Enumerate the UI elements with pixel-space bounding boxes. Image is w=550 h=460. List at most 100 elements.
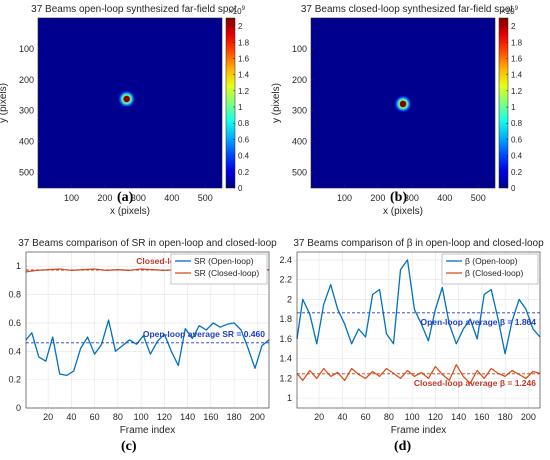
line-chart-3-ytick-label: 1.4 <box>279 354 292 364</box>
line-chart-2-legend <box>170 253 268 285</box>
heatmap-0-colorbar-label: 0 <box>238 184 243 193</box>
line-chart-2-ytick-label: 1 <box>16 261 21 271</box>
heatmap-1-colorbar-label: 1.2 <box>511 87 523 96</box>
heatmap-1-colorbar-label: 2 <box>511 22 516 31</box>
line-chart-3-xlabel: Frame index <box>391 425 447 436</box>
heatmap-1-ylabel: y (pixels) <box>271 83 282 123</box>
heatmap-1-colorbar-frame <box>498 17 509 189</box>
line-chart-3-xtick-label: 180 <box>498 412 513 422</box>
heatmap-1-ytick-label: 300 <box>292 106 307 116</box>
line-chart-2-ytick-label: 0.8 <box>8 290 21 300</box>
line-chart-2-xtick-label: 20 <box>43 412 53 422</box>
heatmap-0-colorbar-label: 1.4 <box>238 71 250 80</box>
line-chart-3-ytick-label: 1.6 <box>279 334 292 344</box>
line-chart-3-xtick-label: 120 <box>428 412 443 422</box>
line-chart-3-xtick-label: 200 <box>521 412 536 422</box>
line-chart-3-legend-label-0: β (Open-loop) <box>465 256 518 266</box>
line-chart-3-xtick-label: 60 <box>361 412 371 422</box>
line-chart-2-ytick-label: 0.2 <box>8 375 21 385</box>
heatmap-0-colorbar-label: 2 <box>238 22 243 31</box>
heatmap-0-ytick-label: 200 <box>19 75 34 85</box>
heatmap-0-colorbar-label: 0.4 <box>238 152 250 161</box>
heatmap-1-xtick-label: 500 <box>471 193 486 203</box>
heatmap-1-ytick-label: 100 <box>292 44 307 54</box>
line-chart-3-xtick-label: 40 <box>337 412 347 422</box>
heatmap-0-colorbar-label: 0.6 <box>238 135 250 144</box>
heatmap-1-colorbar-label: 0.2 <box>511 168 523 177</box>
line-chart-2-xtick-label: 120 <box>157 412 172 422</box>
line-chart-2-xtick-label: 140 <box>180 412 195 422</box>
line-chart-3-series-0 <box>296 259 541 355</box>
heatmap-0-colorbar-label: 1.2 <box>238 87 250 96</box>
line-chart-3-ytick-label: 2.4 <box>279 255 292 265</box>
line-chart-2-series-0 <box>25 319 270 377</box>
heatmap-0-title: 37 Beams open-loop synthesized far-field… <box>31 4 237 15</box>
line-chart-3-xtick-label: 160 <box>474 412 489 422</box>
line-chart-2-xtick-label: 40 <box>66 412 76 422</box>
line-chart-3-xtick-label: 140 <box>451 412 466 422</box>
line-chart-2-xtick-label: 200 <box>250 412 265 422</box>
heatmap-1-spot-peak <box>399 100 407 108</box>
line-chart-2-xtick-label: 80 <box>113 412 123 422</box>
line-chart-3-xtick-label: 20 <box>314 412 324 422</box>
line-chart-2-legend-label-1: SR (Closed-loop) <box>194 268 259 278</box>
line-chart-3-legend <box>441 253 539 285</box>
line-chart-2-title: 37 Beams comparison of SR in open-loop a… <box>18 238 277 249</box>
line-chart-2-ytick-label: 0 <box>16 403 21 413</box>
line-chart-2-xlabel: Frame index <box>120 425 176 436</box>
heatmap-0-xtick-label: 400 <box>164 193 179 203</box>
line-chart-3-title: 37 Beams comparison of β in open-loop an… <box>293 238 544 249</box>
heatmap-1-colorbar-label: 0.8 <box>511 119 523 128</box>
heatmap-1-frame <box>310 17 496 189</box>
line-chart-3-average-label-1: Closed-loop average β = 1.246 <box>414 378 536 388</box>
line-chart-3-legend-label-1: β (Closed-loop) <box>465 268 523 278</box>
heatmap-0-ytick-label: 500 <box>19 168 34 178</box>
line-chart-2-xtick-label: 180 <box>227 412 242 422</box>
heatmap-1-xtick-label: 200 <box>370 193 385 203</box>
line-chart-2-frame <box>25 251 270 409</box>
heatmap-1-colorbar-label: 1.4 <box>511 71 523 80</box>
heatmap-1-colorbar-label: 1.8 <box>511 38 523 47</box>
line-chart-3-xtick-label: 100 <box>405 412 420 422</box>
heatmap-1-colorbar-label: 1.6 <box>511 54 523 63</box>
line-chart-3-ytick-label: 1.2 <box>279 373 292 383</box>
heatmap-0-colorbar-frame <box>225 17 236 189</box>
heatmap-0-ytick-label: 400 <box>19 137 34 147</box>
heatmap-1-colorbar-label: 1 <box>511 103 516 112</box>
line-chart-3-ytick-label: 2.2 <box>279 275 292 285</box>
heatmap-0-frame <box>37 17 223 189</box>
heatmap-1-colorbar <box>499 18 508 188</box>
heatmap-0-colorbar-label: 0.2 <box>238 168 250 177</box>
caption-d: (d) <box>394 439 412 454</box>
heatmap-0-xtick-label: 500 <box>198 193 213 203</box>
heatmap-0-xlabel: x (pixels) <box>110 206 150 217</box>
heatmap-0-xtick-label: 300 <box>131 193 146 203</box>
heatmap-0-colorbar <box>226 18 235 188</box>
heatmap-1-ytick-label: 200 <box>292 75 307 85</box>
heatmap-0-colorbar-exponent: ×109 <box>228 6 246 16</box>
heatmap-1-ytick-label: 400 <box>292 137 307 147</box>
heatmap-0-ytick-label: 300 <box>19 106 34 116</box>
line-chart-2-average-label-1: Open-loop average SR = 0.460 <box>143 329 265 339</box>
line-chart-2-xtick-label: 160 <box>203 412 218 422</box>
heatmap-1-title: 37 Beams closed-loop synthesized far-fie… <box>301 4 514 15</box>
caption-a: (a) <box>117 190 134 205</box>
heatmap-1-xlabel: x (pixels) <box>383 206 423 217</box>
caption-b: (b) <box>390 190 408 205</box>
heatmap-0-xtick-label: 100 <box>64 193 79 203</box>
heatmap-1-xtick-label: 400 <box>437 193 452 203</box>
heatmap-1-colorbar-label: 0.4 <box>511 152 523 161</box>
heatmap-0-colorbar-label: 1.6 <box>238 54 250 63</box>
heatmap-1-xtick-label: 300 <box>404 193 419 203</box>
heatmap-0-ylabel: y (pixels) <box>0 83 9 123</box>
heatmap-1-colorbar-label: 0.6 <box>511 135 523 144</box>
caption-c: (c) <box>121 439 137 454</box>
heatmap-0-spot-peak <box>123 95 130 103</box>
line-chart-3-average-label-0: Open-loop average β = 1.864 <box>421 317 537 327</box>
heatmap-0-colorbar-label: 1.8 <box>238 38 250 47</box>
heatmap-0-xtick-label: 200 <box>97 193 112 203</box>
line-chart-3-ytick-label: 2 <box>287 294 292 304</box>
heatmap-0-colorbar-label: 0.8 <box>238 119 250 128</box>
line-chart-2-ytick-label: 0.6 <box>8 318 21 328</box>
